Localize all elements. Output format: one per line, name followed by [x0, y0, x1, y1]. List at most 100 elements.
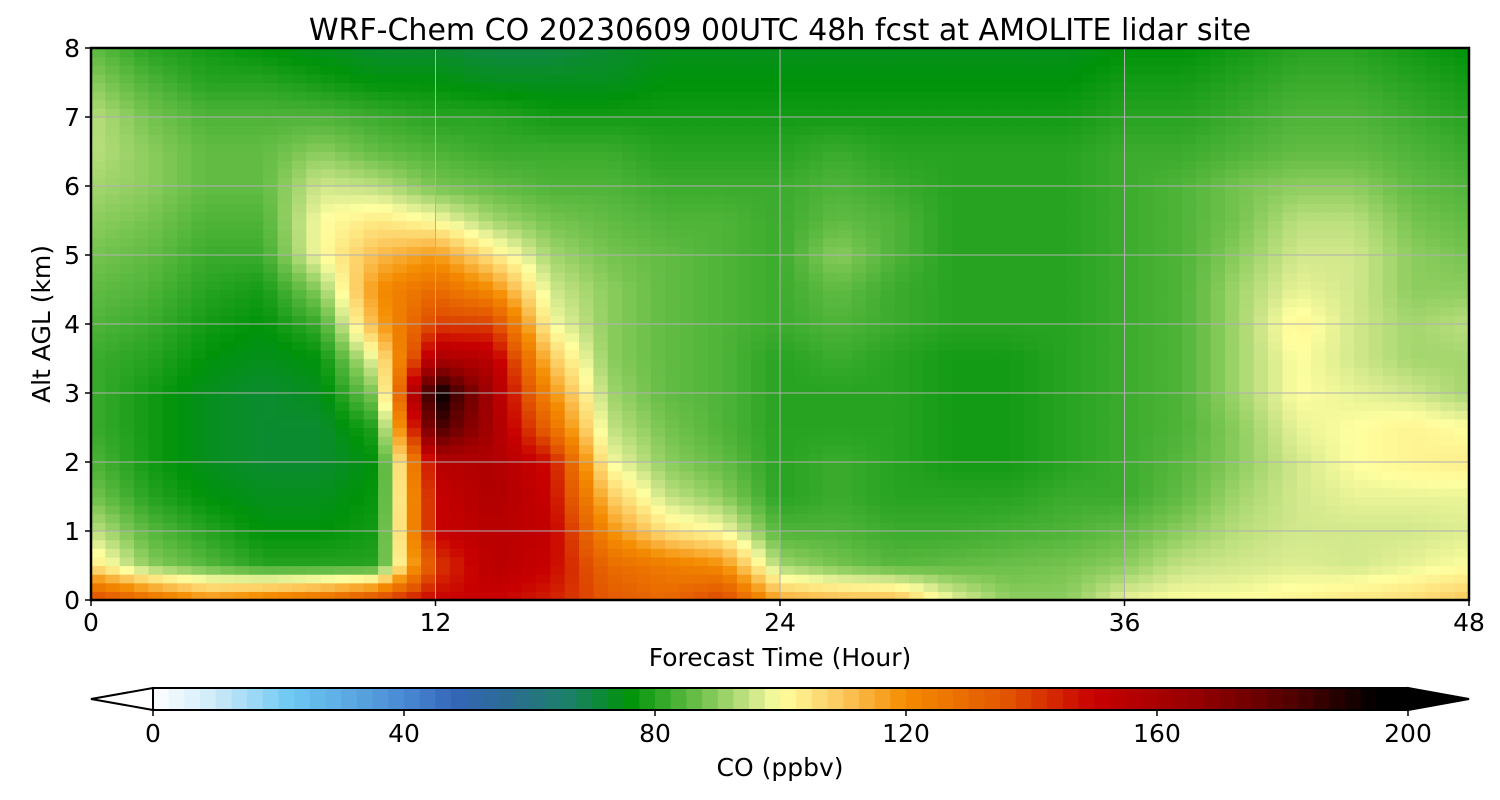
heatmap-cell [1196, 211, 1212, 222]
heatmap-cell [880, 444, 896, 454]
heatmap-cell [91, 505, 106, 515]
heatmap-cell [837, 531, 853, 541]
heatmap-cell [693, 134, 709, 144]
heatmap-cell [406, 565, 422, 575]
heatmap-cell [708, 479, 724, 489]
heatmap-cell [937, 367, 953, 377]
heatmap-cell [909, 186, 925, 196]
heatmap-cell [980, 203, 996, 213]
heatmap-cell [923, 160, 939, 170]
heatmap-cell [1067, 125, 1083, 135]
heatmap-cell [966, 324, 982, 334]
heatmap-cell [148, 194, 164, 204]
heatmap-cell [148, 117, 164, 127]
heatmap-cell [564, 401, 580, 411]
heatmap-cell [1138, 289, 1154, 299]
heatmap-cell [866, 91, 882, 101]
heatmap-cell [363, 367, 379, 377]
heatmap-cell [708, 315, 724, 325]
heatmap-cell [248, 332, 264, 342]
heatmap-cell [291, 384, 307, 394]
heatmap-cell [765, 574, 781, 584]
heatmap-cell [1138, 48, 1154, 58]
heatmap-cell [550, 410, 566, 420]
heatmap-cell [349, 91, 365, 101]
heatmap-cell [980, 444, 996, 454]
heatmap-cell [277, 73, 293, 84]
heatmap-cell [1196, 298, 1212, 308]
heatmap-cell [435, 151, 451, 161]
heatmap-cell [1153, 73, 1169, 84]
heatmap-cell [1110, 349, 1126, 360]
heatmap-cell [909, 444, 925, 454]
heatmap-cell [808, 513, 824, 523]
heatmap-cell [478, 306, 494, 316]
heatmap-cell [665, 203, 681, 213]
heatmap-cell [679, 436, 695, 446]
heatmap-cell [119, 332, 135, 342]
heatmap-cell [177, 496, 193, 506]
heatmap-cell [363, 574, 379, 584]
heatmap-cell [1067, 108, 1083, 118]
heatmap-cell [162, 91, 178, 101]
heatmap-cell [291, 539, 307, 549]
heatmap-cell [966, 574, 982, 584]
heatmap-cell [162, 539, 178, 549]
heatmap-cell [464, 177, 480, 187]
heatmap-cell [607, 177, 623, 187]
heatmap-cell [220, 177, 236, 187]
heatmap-cell [722, 117, 738, 127]
heatmap-cell [1038, 82, 1054, 92]
heatmap-cell [923, 453, 939, 463]
heatmap-cell [535, 556, 551, 567]
heatmap-cell [823, 332, 839, 342]
heatmap-cell [91, 531, 106, 541]
heatmap-cell [636, 444, 652, 454]
heatmap-cell [607, 479, 623, 489]
heatmap-cell [751, 574, 767, 584]
heatmap-cell [593, 324, 609, 334]
heatmap-cell [736, 151, 752, 161]
heatmap-cell [119, 298, 135, 308]
heatmap-cell [306, 56, 322, 66]
heatmap-cell [636, 237, 652, 247]
heatmap-cell [579, 82, 594, 92]
heatmap-cell [263, 565, 279, 575]
heatmap-cell [894, 522, 910, 532]
heatmap-cell [392, 73, 408, 84]
heatmap-cell [263, 496, 279, 506]
heatmap-cell [478, 255, 494, 265]
heatmap-cell [392, 220, 408, 230]
heatmap-cell [263, 82, 279, 92]
heatmap-cell [980, 73, 996, 84]
heatmap-cell [464, 556, 480, 567]
heatmap-cell [478, 358, 494, 368]
heatmap-cell [980, 384, 996, 394]
heatmap-cell [1095, 289, 1111, 299]
heatmap-cell [277, 186, 293, 196]
heatmap-cell [1038, 186, 1054, 196]
heatmap-cell [765, 91, 781, 101]
heatmap-cell [708, 177, 724, 187]
heatmap-cell [306, 410, 322, 420]
heatmap-cell [593, 556, 609, 567]
heatmap-cell [464, 108, 480, 118]
heatmap-cell [177, 56, 193, 66]
heatmap-cell [406, 125, 422, 135]
heatmap-cell [894, 306, 910, 316]
heatmap-cell [177, 125, 193, 135]
heatmap-cell [593, 134, 609, 144]
heatmap-cell [693, 203, 709, 213]
heatmap-cell [119, 531, 135, 541]
heatmap-cell [1138, 255, 1154, 265]
heatmap-cell [866, 556, 882, 567]
heatmap-cell [622, 367, 638, 377]
heatmap-cell [306, 479, 322, 489]
heatmap-cell [636, 358, 652, 368]
heatmap-cell [277, 246, 293, 256]
heatmap-cell [464, 48, 480, 58]
heatmap-cell [579, 470, 594, 480]
heatmap-cell [134, 556, 150, 567]
heatmap-cell [478, 298, 494, 308]
heatmap-cell [105, 332, 121, 342]
